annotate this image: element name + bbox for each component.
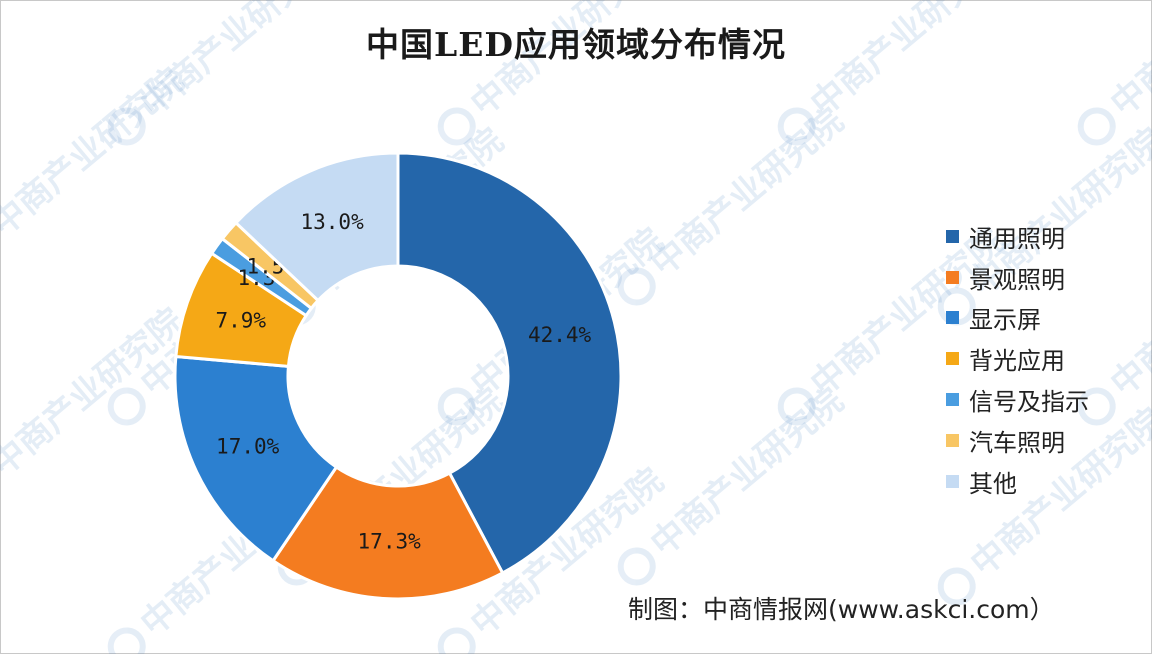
data-label-4: 7.9% (215, 308, 266, 332)
data-label-1: 42.4% (528, 323, 592, 347)
legend-swatch (946, 474, 959, 488)
legend-label: 通用照明 (969, 224, 1065, 253)
legend-item-3: 显示屏 (946, 298, 1146, 339)
legend: 通用照明景观照明显示屏背光应用信号及指示汽车照明其他 (946, 216, 1146, 502)
legend-item-6: 汽车照明 (946, 420, 1146, 461)
legend-item-5: 信号及指示 (946, 379, 1146, 420)
chart-title: 中国LED应用领域分布情况 (366, 25, 786, 64)
donut-slice-2 (271, 465, 505, 601)
legend-item-7: 其他 (946, 461, 1146, 502)
legend-label: 景观照明 (969, 265, 1065, 294)
donut-slice-1 (396, 151, 623, 575)
legend-item-4: 背光应用 (946, 338, 1146, 379)
legend-label: 背光应用 (969, 347, 1065, 376)
donut-slice-7 (233, 151, 400, 303)
legend-swatch (946, 433, 959, 447)
legend-swatch (946, 311, 959, 325)
data-label-7: 13.0% (301, 210, 365, 234)
donut-slice-3 (173, 354, 339, 563)
source-note: 制图：中商情报网(www.askci.com） (628, 595, 1055, 624)
legend-label: 信号及指示 (969, 388, 1089, 417)
data-label-2: 17.3% (358, 529, 422, 553)
legend-swatch (946, 393, 959, 407)
legend-swatch (946, 352, 959, 366)
legend-swatch (946, 270, 959, 284)
legend-label: 汽车照明 (969, 428, 1065, 457)
legend-label: 其他 (969, 469, 1017, 498)
legend-item-1: 通用照明 (946, 216, 1146, 257)
data-label-3: 17.0% (216, 435, 280, 459)
legend-item-2: 景观照明 (946, 257, 1146, 298)
legend-swatch (946, 229, 959, 243)
legend-label: 显示屏 (969, 306, 1041, 335)
